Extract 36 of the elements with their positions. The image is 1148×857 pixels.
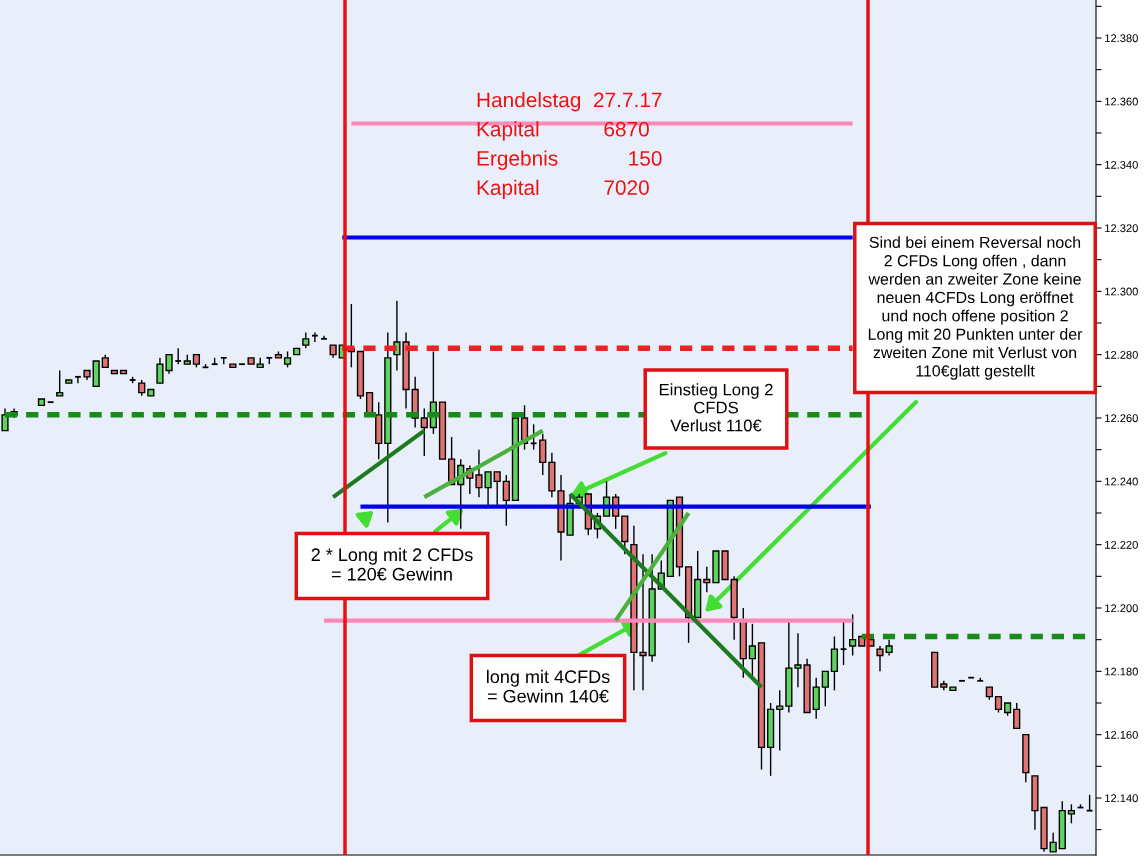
annotation: Sind bei einem Reversal noch 2 CFDs Long offen , dann werden an zweiter Zone keine neuen 4CFDs Long eröffnet und noch offene position 2 Long mit 20 Punkten unter der zweiten Zone mit Verlust von 110€glatt gestellt <box>868 236 1083 380</box>
y-tick-label: 12.220 <box>1105 540 1138 549</box>
annotation: long mit 4CFDs = Gewinn 140€ <box>487 669 610 703</box>
candlestick <box>74 375 82 384</box>
y-tick-label: 12.140 <box>1105 794 1138 803</box>
candlestick <box>812 676 820 720</box>
candlestick <box>830 635 839 692</box>
candlestick <box>539 433 547 476</box>
y-tick-label: 12.160 <box>1105 730 1138 739</box>
y-tick-label: 12.300 <box>1105 287 1138 296</box>
annotation: 2 * Long mit 2 CFDs = 120€ Gewinn <box>311 547 473 581</box>
y-tick-label: 12.200 <box>1105 604 1138 613</box>
candlestick <box>529 423 538 451</box>
candlestick <box>420 407 428 457</box>
candlestick <box>502 474 510 527</box>
annotation: Einstieg Long 2 CFDS Verlust 110€ <box>659 383 773 432</box>
y-tick-label: 12.360 <box>1105 97 1138 106</box>
y-tick-label: 12.180 <box>1105 667 1138 676</box>
candlestick <box>311 331 319 343</box>
y-tick-label: 12.380 <box>1105 34 1138 43</box>
candlestick <box>821 670 829 707</box>
candlestick <box>849 613 857 657</box>
candlestick <box>703 566 711 593</box>
candlestick <box>1013 702 1021 730</box>
y-tick-label: 12.320 <box>1105 224 1138 233</box>
candlestick <box>493 471 501 508</box>
annotation: Handelstag 27.7.17 Kapital 6870 Ergebnis 150 Kapital 7020 <box>477 92 662 200</box>
y-tick-label: 12.260 <box>1105 414 1138 423</box>
candlestick <box>56 369 64 397</box>
candlestick <box>174 347 183 365</box>
candlestick <box>320 334 328 340</box>
candlestick <box>776 689 784 752</box>
y-tick-label: 12.280 <box>1105 350 1138 359</box>
y-tick-label: 12.340 <box>1105 160 1138 169</box>
candlestick <box>1067 803 1076 825</box>
y-tick-label: 12.240 <box>1105 477 1138 486</box>
